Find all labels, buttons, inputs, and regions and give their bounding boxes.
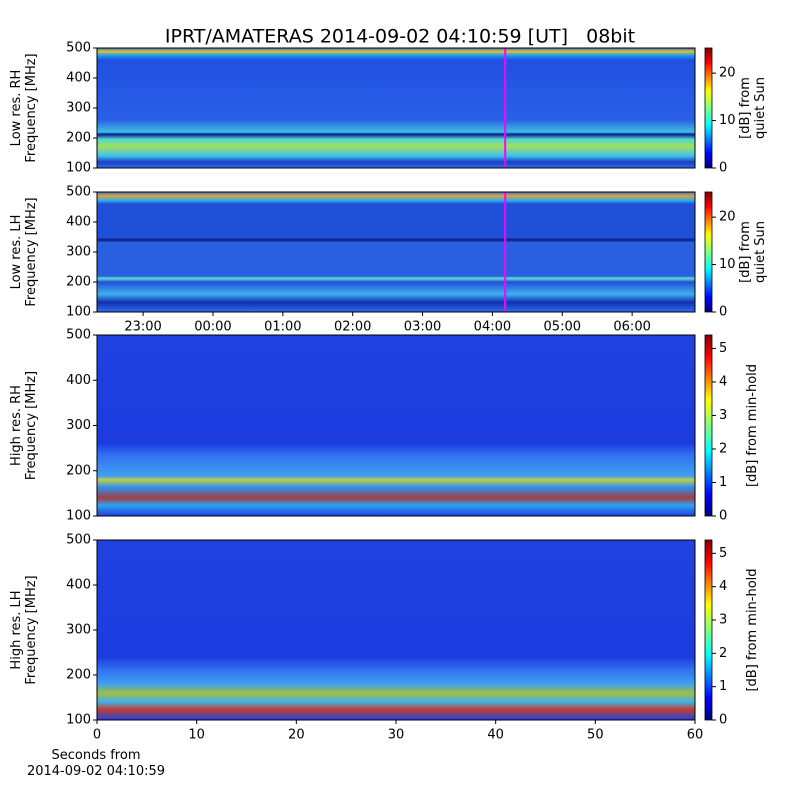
y-tick-label: 200 (66, 131, 91, 146)
y-axis-label-line: Low res. RH (9, 70, 24, 147)
y-tick-label: 400 (66, 215, 91, 230)
colorbar-label-line: [dB] from min-hold (745, 364, 760, 487)
colorbar-label: [dB] from min-hold (745, 568, 760, 691)
colorbar-tick-label: 2 (719, 646, 727, 661)
x-axis-label-line: 2014-09-02 04:10:59 (27, 764, 165, 779)
colorbar (704, 539, 713, 721)
colorbar-label: [dB] fromquiet Sun (738, 77, 768, 139)
y-tick-label: 400 (66, 373, 91, 388)
colorbar-tick-label: 2 (719, 441, 727, 456)
colorbar-tick-label: 5 (719, 341, 727, 356)
x-tick-label: 30 (388, 728, 405, 743)
colorbar-label-line: quiet Sun (753, 77, 768, 139)
colorbar-label: [dB] fromquiet Sun (738, 221, 768, 283)
y-tick-label: 500 (66, 328, 91, 343)
y-axis-label-line: High res. RH (9, 385, 24, 466)
spectrogram-image (97, 335, 695, 516)
y-axis-label: Low res. RHFrequency [MHz] (9, 53, 39, 162)
y-axis-label: Low res. LHFrequency [MHz] (9, 197, 39, 306)
y-axis-label-line: Frequency [MHz] (24, 53, 39, 162)
y-tick-label: 300 (66, 418, 91, 433)
y-tick-label: 500 (66, 533, 91, 548)
y-tick-label: 100 (66, 509, 91, 524)
x-tick-label: 00:00 (194, 320, 231, 335)
colorbar-tick-label: 10 (719, 113, 736, 128)
x-tick-label: 10 (188, 728, 205, 743)
colorbar (704, 334, 713, 517)
x-tick-label: 23:00 (124, 320, 161, 335)
y-tick-label: 400 (66, 71, 91, 86)
y-axis-label: High res. RHFrequency [MHz] (9, 371, 39, 480)
y-axis-label-line: Frequency [MHz] (24, 575, 39, 684)
y-tick-label: 200 (66, 275, 91, 290)
x-axis-label: Seconds from 2014-09-02 04:10:59 (27, 748, 165, 779)
y-tick-label: 100 (66, 305, 91, 320)
colorbar-tick-label: 5 (719, 546, 727, 561)
y-axis-label-line: Low res. LH (9, 215, 24, 290)
y-tick-label: 100 (66, 161, 91, 176)
x-tick-label: 04:00 (474, 320, 511, 335)
colorbar (704, 47, 713, 169)
x-tick-label: 06:00 (613, 320, 650, 335)
colorbar (704, 191, 713, 313)
colorbar-tick-label: 4 (719, 579, 727, 594)
y-tick-label: 300 (66, 245, 91, 260)
colorbar-tick-label: 20 (719, 66, 736, 81)
spectrogram-image (97, 48, 695, 168)
y-tick-label: 200 (66, 463, 91, 478)
x-tick-label: 01:00 (264, 320, 301, 335)
colorbar-tick-label: 3 (719, 408, 727, 423)
y-tick-label: 100 (66, 713, 91, 728)
colorbar-label-line: [dB] from min-hold (745, 568, 760, 691)
colorbar-tick-label: 1 (719, 679, 727, 694)
colorbar-tick-label: 10 (719, 257, 736, 272)
y-tick-label: 300 (66, 101, 91, 116)
spectrogram-image (97, 192, 695, 312)
y-axis-label-line: High res. LH (9, 590, 24, 669)
y-axis-label-line: Frequency [MHz] (24, 371, 39, 480)
spectrogram-image (97, 540, 695, 720)
x-tick-label: 03:00 (404, 320, 441, 335)
colorbar-label-line: [dB] from (738, 77, 753, 139)
x-tick-label: 60 (687, 728, 704, 743)
colorbar-tick-label: 0 (719, 161, 727, 176)
colorbar-tick-label: 3 (719, 613, 727, 628)
x-axis-label-line: Seconds from (51, 748, 140, 763)
x-tick-label: 50 (587, 728, 604, 743)
y-tick-label: 400 (66, 578, 91, 593)
y-tick-label: 300 (66, 623, 91, 638)
y-axis-label-line: Frequency [MHz] (24, 197, 39, 306)
x-tick-label: 40 (487, 728, 504, 743)
x-tick-label: 0 (93, 728, 101, 743)
colorbar-tick-label: 4 (719, 374, 727, 389)
colorbar-tick-label: 20 (719, 210, 736, 225)
x-tick-label: 05:00 (544, 320, 581, 335)
x-tick-label: 20 (288, 728, 305, 743)
colorbar-label-line: quiet Sun (753, 221, 768, 283)
colorbar-tick-label: 1 (719, 475, 727, 490)
colorbar-label-line: [dB] from (738, 221, 753, 283)
y-tick-label: 500 (66, 41, 91, 56)
y-axis-label: High res. LHFrequency [MHz] (9, 575, 39, 684)
colorbar-tick-label: 0 (719, 305, 727, 320)
colorbar-tick-label: 0 (719, 713, 727, 728)
x-tick-label: 02:00 (334, 320, 371, 335)
colorbar-tick-label: 0 (719, 509, 727, 524)
y-tick-label: 500 (66, 185, 91, 200)
chart-title: IPRT/AMATERAS 2014-09-02 04:10:59 [UT] 0… (165, 26, 635, 48)
y-tick-label: 200 (66, 668, 91, 683)
colorbar-label: [dB] from min-hold (745, 364, 760, 487)
